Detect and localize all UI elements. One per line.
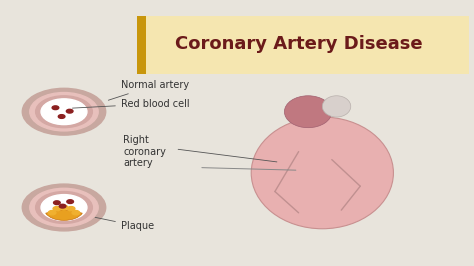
Text: Coronary Artery Disease: Coronary Artery Disease [175, 35, 422, 53]
Ellipse shape [284, 96, 332, 128]
Wedge shape [46, 209, 82, 220]
Circle shape [52, 106, 59, 110]
Circle shape [36, 96, 92, 128]
Circle shape [67, 207, 75, 211]
Text: Plaque: Plaque [95, 217, 154, 231]
Circle shape [66, 109, 73, 113]
Circle shape [54, 201, 60, 205]
FancyBboxPatch shape [137, 16, 146, 74]
Circle shape [22, 88, 106, 135]
Circle shape [36, 192, 92, 223]
Circle shape [22, 184, 106, 231]
Circle shape [53, 207, 61, 211]
Text: Normal artery: Normal artery [109, 80, 189, 100]
Text: Right
coronary
artery: Right coronary artery [123, 135, 166, 168]
Circle shape [41, 99, 87, 124]
Ellipse shape [322, 96, 351, 117]
Circle shape [72, 211, 80, 215]
Text: Red blood cell: Red blood cell [73, 99, 190, 109]
Circle shape [30, 188, 98, 227]
Circle shape [48, 211, 56, 215]
Circle shape [67, 200, 73, 203]
Circle shape [59, 204, 66, 208]
Circle shape [58, 115, 65, 118]
Circle shape [41, 195, 87, 220]
Circle shape [60, 205, 68, 210]
FancyBboxPatch shape [137, 16, 469, 74]
Ellipse shape [251, 117, 393, 229]
Circle shape [30, 93, 98, 131]
